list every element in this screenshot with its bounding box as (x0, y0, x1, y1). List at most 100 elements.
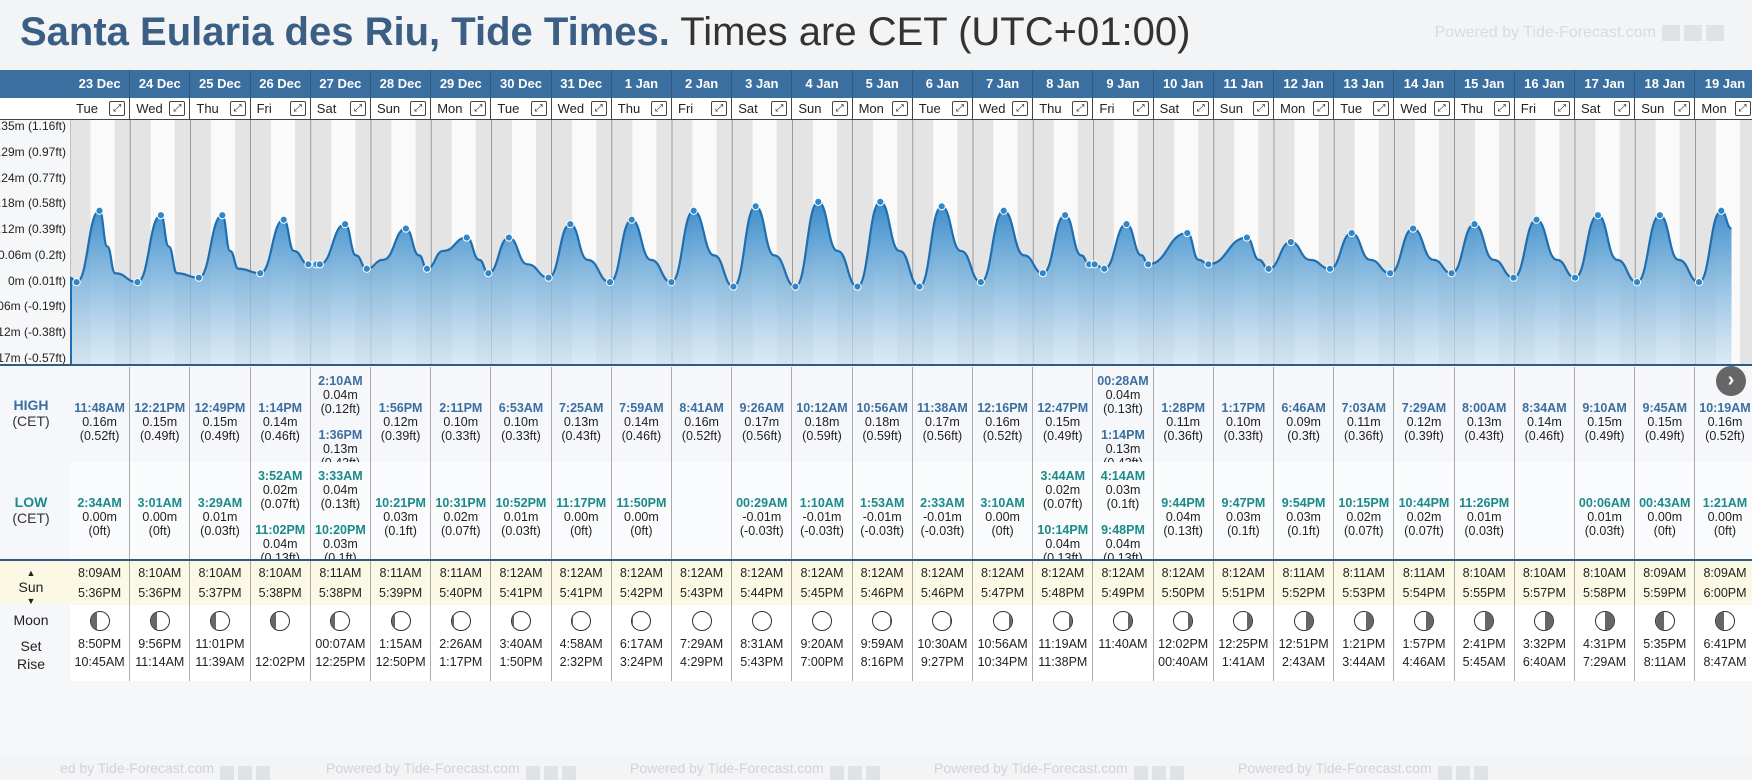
footer-watermark-text: Powered by Tide-Forecast.com (326, 760, 520, 776)
moon-times: 8:50PM 10:45AM (70, 635, 129, 671)
expand-day-icon[interactable]: ⤢ (229, 101, 246, 116)
date-header: 14 Jan (1394, 70, 1455, 98)
day-of-week-cell: Fri ⤢ (1514, 98, 1575, 120)
low-tide-height-m: 0.04m (1045, 537, 1081, 551)
powered-by-text: Powered by Tide-Forecast.com (1434, 24, 1656, 41)
moon-times: 3:40AM 1:50PM (491, 635, 550, 671)
high-tide-height-m: 0.09m (1286, 415, 1321, 429)
date-header: 17 Jan (1575, 70, 1636, 98)
expand-day-icon[interactable]: ⤢ (711, 101, 728, 116)
moon-phase-icon (1534, 611, 1555, 631)
day-of-week-cell: Mon ⤢ (1695, 98, 1752, 120)
moon-phase-icon (1353, 611, 1374, 631)
low-tide-entry: 3:52AM 0.02m (0.07ft) (251, 469, 310, 511)
y-axis-tick-label: 0.35m (1.16ft) (0, 119, 66, 133)
low-tide-entry: 11:17PM 0.00m (0ft) (552, 496, 611, 538)
high-tide-entry: 10:56AM 0.18m (0.59ft) (853, 401, 912, 443)
expand-day-icon[interactable]: ⤢ (1734, 101, 1751, 116)
low-tide-cell: 3:33AM 0.04m (0.13ft) 10:20PM 0.03m (0.1ft) (310, 462, 371, 565)
expand-day-icon[interactable]: ⤢ (1313, 101, 1330, 116)
day-of-week-cell: Thu ⤢ (1454, 98, 1515, 120)
expand-day-icon[interactable]: ⤢ (1674, 101, 1691, 116)
tide-chart (70, 120, 1752, 405)
moon-phase-icon (1594, 611, 1615, 631)
low-tide-height-m: 0.02m (262, 483, 298, 497)
moon-times: 7:29AM 4:29PM (672, 635, 731, 671)
expand-day-icon[interactable]: ⤢ (289, 101, 306, 116)
tide-extreme-point (1144, 260, 1153, 269)
expand-day-icon[interactable]: ⤢ (169, 101, 186, 116)
date-header: 30 Dec (491, 70, 552, 98)
expand-day-icon[interactable]: ⤢ (1072, 101, 1089, 116)
low-tide-height-m: 0.02m (1406, 510, 1442, 524)
moon-phase-icon (510, 611, 531, 631)
low-tide-time: 10:31PM (435, 496, 487, 510)
high-tide-time: 6:53AM (498, 401, 544, 415)
moon-times: 9:56PM 11:14AM (130, 635, 189, 671)
footer-watermark: Powered by Tide-Forecast.com (934, 760, 1188, 780)
day-of-week-cell: Tue ⤢ (491, 98, 552, 120)
expand-day-icon[interactable]: ⤢ (771, 101, 788, 116)
expand-day-icon[interactable]: ⤢ (831, 101, 848, 116)
day-of-week-cell: Fri ⤢ (1093, 98, 1154, 120)
expand-day-icon[interactable]: ⤢ (1192, 101, 1209, 116)
high-tide-height-ft: (0.39ft) (380, 429, 421, 443)
high-tide-entry: 1:56PM 0.12m (0.39ft) (371, 401, 430, 443)
high-tide-height-m: 0.14m (262, 415, 298, 429)
high-tide-cell: 6:46AM 0.09m (0.3ft) (1274, 367, 1335, 462)
sunrise-time: 8:12AM (1221, 566, 1265, 580)
moon-shadow (210, 612, 217, 630)
low-tide-height-m: -0.01m (742, 510, 782, 524)
sunrise-time: 8:10AM (1522, 566, 1566, 580)
tide-extreme-point (751, 202, 760, 211)
expand-day-icon[interactable]: ⤢ (951, 101, 968, 116)
footer-watermark-text: ed by Tide-Forecast.com (60, 760, 215, 776)
expand-day-icon[interactable]: ⤢ (650, 101, 667, 116)
sunset-time: 5:58PM (1583, 586, 1627, 600)
sunset-time: 5:46PM (920, 586, 964, 600)
high-tide-height-m: 0.13m (323, 442, 358, 456)
low-tide-height-ft: (0ft) (88, 524, 111, 538)
high-tide-cell: 10:12AM 0.18m (0.59ft) (792, 367, 853, 462)
high-tide-entry: 7:29AM 0.12m (0.39ft) (1394, 401, 1453, 443)
high-tide-time: 2:11PM (439, 401, 483, 415)
high-row-label: HIGH (CET) (0, 397, 62, 429)
expand-day-icon[interactable]: ⤢ (1493, 101, 1510, 116)
expand-day-icon[interactable]: ⤢ (1373, 101, 1390, 116)
expand-day-icon[interactable]: ⤢ (530, 101, 547, 116)
sunrise-time: 8:11AM (439, 566, 482, 580)
tide-extreme-point (1100, 264, 1109, 273)
sunset-time: 5:44PM (740, 586, 784, 600)
day-column: 23 Dec Tue ⤢ 11:48AM 0.16m (0.52ft) 2:34AM 0.00… (70, 70, 131, 750)
expand-day-icon[interactable]: ⤢ (1614, 101, 1631, 116)
high-tide-cell: 12:21PM 0.15m (0.49ft) (130, 367, 191, 462)
high-tide-time: 7:25AM (558, 401, 604, 415)
day-column: 25 Dec Thu ⤢ 12:49PM 0.15m (0.49ft) 3:29AM 0.01… (190, 70, 251, 750)
next-page-button[interactable]: › (1716, 366, 1746, 396)
expand-day-icon[interactable]: ⤢ (1132, 101, 1149, 116)
expand-day-icon[interactable]: ⤢ (1433, 101, 1450, 116)
expand-day-icon[interactable]: ⤢ (1012, 101, 1029, 116)
tide-extreme-point (1264, 264, 1273, 273)
tide-extreme-point (1386, 269, 1395, 278)
expand-day-icon[interactable]: ⤢ (1252, 101, 1269, 116)
tide-extreme-point (1325, 264, 1335, 273)
high-tide-height-m: 0.11m (1166, 415, 1201, 429)
day-column: 14 Jan Wed ⤢ 7:29AM 0.12m (0.39ft) 10:44PM 0.02… (1394, 70, 1455, 750)
moon-shadow (1187, 612, 1193, 630)
moon-shadow (331, 612, 336, 630)
expand-day-icon[interactable]: ⤢ (1553, 101, 1570, 116)
expand-day-icon[interactable]: ⤢ (109, 101, 126, 116)
expand-day-icon[interactable]: ⤢ (410, 101, 427, 116)
low-tide-entry: 00:06AM 0.01m (0.03ft) (1575, 496, 1634, 538)
date-header: 7 Jan (973, 70, 1034, 98)
expand-day-icon[interactable]: ⤢ (470, 101, 487, 116)
expand-day-icon[interactable]: ⤢ (891, 101, 908, 116)
moon-phase-icon (330, 611, 351, 631)
expand-day-icon[interactable]: ⤢ (590, 101, 607, 116)
high-tide-height-m: 0.16m (1707, 415, 1743, 429)
moon-shadow (1009, 612, 1012, 630)
day-of-week-cell: Sat ⤢ (732, 98, 793, 120)
day-of-week-cell: Wed ⤢ (130, 98, 191, 120)
expand-day-icon[interactable]: ⤢ (349, 101, 366, 116)
